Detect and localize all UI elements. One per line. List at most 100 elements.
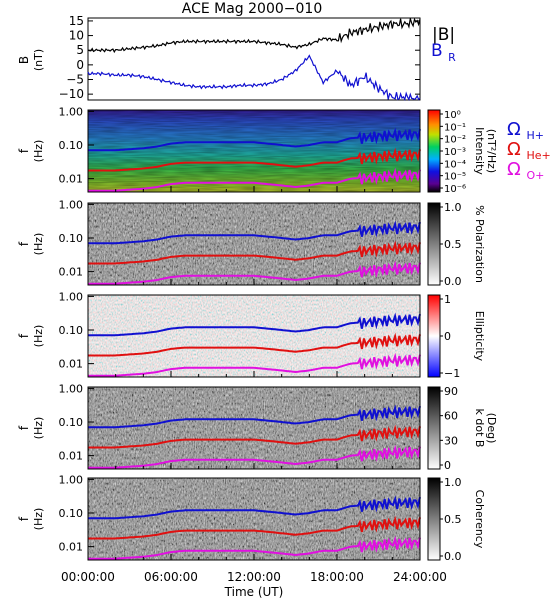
spectrogram-texture: [88, 110, 420, 192]
panel-y-label: f: [17, 425, 31, 430]
legend-omega-he-sub: He+: [527, 149, 550, 162]
y-tick-label: 0.01: [59, 358, 84, 371]
colorbar: [427, 294, 441, 378]
gyro-line-he: [88, 332, 421, 357]
colorbar-label: Intensity: [473, 127, 486, 175]
ellipticity-texture: [88, 295, 420, 377]
legend-omega-h: Ω H+: [507, 119, 544, 142]
bfield-y-tick-label: 10: [69, 29, 84, 43]
gyro-line-he: [88, 424, 421, 449]
gyro-line-h: [88, 220, 421, 245]
legend-omega-h-symbol: Ω: [507, 119, 521, 140]
legend-omega-o-sub: O+: [527, 169, 545, 182]
y-tick-label: 0.10: [59, 232, 84, 245]
bfield-y-label: B: [17, 56, 31, 64]
colorbar-tick-label: 1.0: [444, 476, 462, 489]
spectrogram-panel: 1.00 0.10 0.01 f (Hz) 1.0 0.5 0.0 % Polarization: [17, 198, 486, 288]
gyro-line-he: [88, 147, 421, 172]
bfield-y-tick-label: −10: [59, 87, 84, 101]
spectrogram-panels: 1.000.100.01f (Hz)10⁰10⁻¹10⁻²10⁻³10⁻⁴10⁻⁵…: [17, 105, 498, 563]
figure-title: ACE Mag 2000−010: [182, 1, 322, 17]
gyro-line-o: [88, 352, 421, 377]
gyro-line-o: [88, 535, 421, 560]
colorbar-tick-label: 10⁻¹: [444, 122, 466, 133]
panel-y-label: f: [17, 333, 31, 338]
legend-omega-he-symbol: Ω: [507, 139, 521, 160]
gyro-line-h: [88, 312, 421, 337]
panel-y-unit: (Hz): [32, 140, 45, 163]
colorbar-tick-label: 10⁻³: [444, 147, 466, 158]
legend-omega-o-symbol: Ω: [507, 159, 521, 180]
colorbar-label: k dot B: [473, 409, 486, 448]
y-tick-label: 0.10: [59, 507, 84, 520]
bfield-series: [87, 17, 421, 102]
y-tick-label: 0.01: [59, 450, 84, 463]
gyro-line-o: [88, 444, 421, 469]
y-tick-label: 0.10: [59, 324, 84, 337]
bfield-y-unit: (nT): [32, 49, 45, 71]
b-radial-line: [87, 54, 421, 102]
colorbar-tick-label: 10⁻⁵: [444, 172, 466, 183]
bfield-y-tick-label: 5: [76, 43, 84, 57]
panel-y-unit: (Hz): [32, 508, 45, 531]
y-tick-label: 1.00: [59, 290, 84, 303]
legend-b-radial-sub: R: [448, 51, 456, 64]
gyro-line-h: [88, 127, 421, 152]
time-axis-label: Time (UT): [224, 585, 284, 599]
gyro-line-h: [88, 495, 421, 520]
gyro-line-he: [88, 515, 421, 540]
colorbar-tick-label: −1: [444, 367, 460, 380]
colorbar: [427, 202, 441, 286]
colorbar-tick-label: 10⁻⁶: [444, 184, 466, 195]
gyro-line-he: [88, 240, 421, 265]
colorbar-tick-label: 1.0: [444, 201, 462, 214]
spectrogram-panel: 1.00 0.10 0.01 f (Hz) 1.0 0.5 0.0 Coherency: [17, 473, 486, 563]
colorbar-tick-label: 60: [444, 410, 458, 423]
colorbar: [427, 477, 441, 561]
colorbar-tick-label: 0: [444, 459, 451, 472]
bfield-y-tick-label: 15: [69, 14, 84, 28]
colorbar-tick-label: 30: [444, 434, 458, 447]
y-tick-label: 0.01: [59, 541, 84, 554]
b-magnitude-line: [87, 17, 421, 54]
colorbar-label: Coherency: [473, 490, 486, 549]
colorbar-label: Ellipticity: [473, 311, 486, 362]
y-tick-label: 1.00: [59, 382, 84, 395]
legend-omega-he: Ω He+: [507, 139, 550, 162]
y-tick-label: 1.00: [59, 105, 84, 118]
panel-y-label: f: [17, 516, 31, 521]
time-tick-label: 12:00:00: [227, 570, 281, 584]
time-tick-label: 06:00:00: [144, 570, 198, 584]
colorbar: [427, 109, 441, 193]
legend-omega-h-sub: H+: [527, 129, 545, 142]
colorbar-unit: (nT²/Hz): [485, 129, 498, 173]
time-tick-label: 18:00:00: [310, 570, 364, 584]
colorbar-label: % Polarization: [473, 205, 486, 283]
spectrogram-panel: 1.00 0.10 0.01 f (Hz) 90 60 30 0 k dot B (Deg): [17, 382, 498, 472]
colorbar-tick-label: 0.5: [444, 238, 462, 251]
grayscale-texture: [88, 478, 420, 560]
grayscale-texture: [88, 203, 420, 285]
panel-y-unit: (Hz): [32, 233, 45, 256]
panel-y-unit: (Hz): [32, 417, 45, 440]
gyro-line-h: [88, 404, 421, 429]
y-tick-label: 1.00: [59, 473, 84, 486]
time-tick-label: 00:00:00: [61, 570, 115, 584]
colorbar-tick-label: 1: [444, 293, 451, 306]
time-tick-label: 24:00:00: [393, 570, 447, 584]
bfield-y-tick-label: 0: [76, 58, 84, 72]
colorbar-tick-label: 0.0: [444, 550, 462, 563]
bfield-y-tick-label: −5: [66, 73, 84, 87]
colorbar-tick-label: 90: [444, 385, 458, 398]
y-tick-label: 1.00: [59, 198, 84, 211]
colorbar-tick-label: 0.5: [444, 513, 462, 526]
legend-b-radial-label: B: [431, 41, 443, 61]
grayscale-texture: [88, 387, 420, 469]
y-tick-label: 0.10: [59, 139, 84, 152]
time-axis: 00:00:00 06:00:00 12:00:00 18:00:00 24:00:00: [61, 570, 447, 584]
panel-y-unit: (Hz): [32, 325, 45, 348]
legend-omega-o: Ω O+: [507, 159, 544, 182]
